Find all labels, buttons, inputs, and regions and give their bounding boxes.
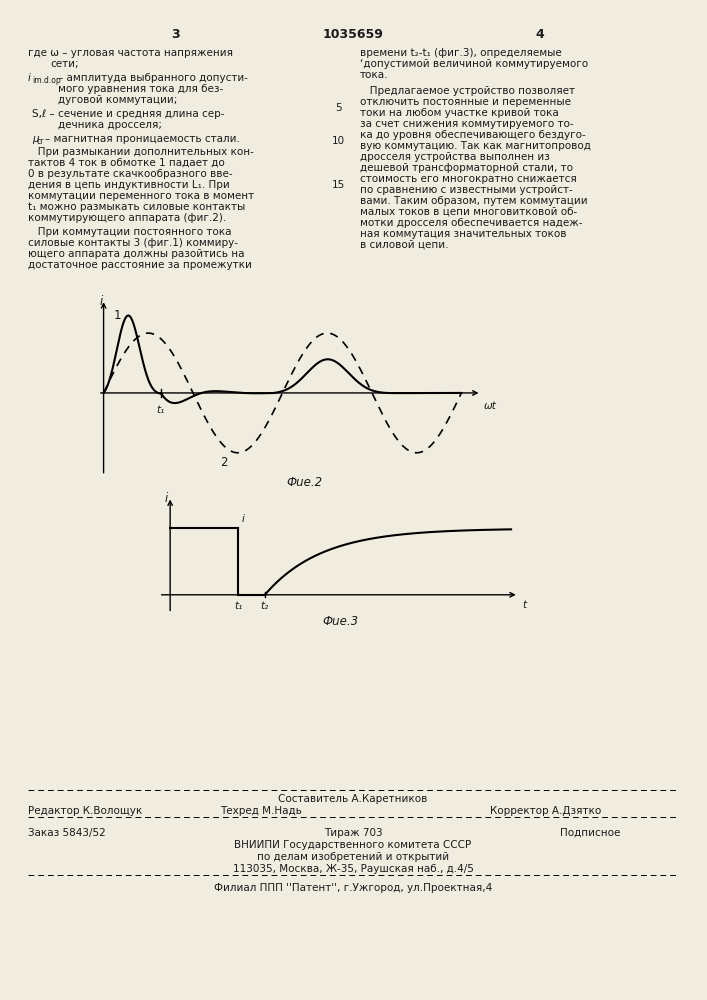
Text: Филиал ППП ''Патент'', г.Ужгород, ул.Проектная,4: Филиал ППП ''Патент'', г.Ужгород, ул.Про… [214,883,492,893]
Text: дуговой коммутации;: дуговой коммутации; [58,95,177,105]
Text: 10: 10 [332,136,344,146]
Text: токи на любом участке кривой тока: токи на любом участке кривой тока [360,108,559,118]
Text: im.d.op: im.d.op [32,76,61,85]
Text: i: i [99,295,103,308]
Text: S,ℓ – сечение и средняя длина сер-: S,ℓ – сечение и средняя длина сер- [32,109,225,119]
Text: t₁: t₁ [234,601,243,611]
Text: t: t [522,600,527,610]
Text: cr: cr [37,137,45,146]
Text: – амплитуда выбранного допусти-: – амплитуда выбранного допусти- [58,73,248,83]
Text: Корректор А.Дзятко: Корректор А.Дзятко [490,806,601,816]
Text: тока.: тока. [360,70,389,80]
Text: отключить постоянные и переменные: отключить постоянные и переменные [360,97,571,107]
Text: – магнитная проницаемость стали.: – магнитная проницаемость стали. [45,134,240,144]
Text: сети;: сети; [50,59,78,69]
Text: малых токов в цепи многовитковой об-: малых токов в цепи многовитковой об- [360,207,577,217]
Text: по сравнению с известными устройст-: по сравнению с известными устройст- [360,185,573,195]
Text: мого уравнения тока для без-: мого уравнения тока для без- [58,84,223,94]
Text: дения в цепь индуктивности L₁. При: дения в цепь индуктивности L₁. При [28,180,230,190]
Text: ВНИИПИ Государственного комитета СССР: ВНИИПИ Государственного комитета СССР [235,840,472,850]
Text: достаточное расстояние за промежутки: достаточное расстояние за промежутки [28,260,252,270]
Text: ная коммутация значительных токов: ная коммутация значительных токов [360,229,566,239]
Text: вую коммутацию. Так как магнитопровод: вую коммутацию. Так как магнитопровод [360,141,591,151]
Text: ‘допустимой величиной коммутируемого: ‘допустимой величиной коммутируемого [360,59,588,69]
Text: 5: 5 [334,103,341,113]
Text: 1: 1 [114,309,122,322]
Text: i: i [241,514,244,524]
Text: мотки дросселя обеспечивается надеж-: мотки дросселя обеспечивается надеж- [360,218,583,228]
Text: силовые контакты 3 (фиг.1) коммиру-: силовые контакты 3 (фиг.1) коммиру- [28,238,238,248]
Text: i: i [165,492,168,505]
Text: t₂: t₂ [261,601,269,611]
Text: Предлагаемое устройство позволяет: Предлагаемое устройство позволяет [360,86,575,96]
Text: i: i [28,73,31,83]
Text: тактов 4 ток в обмотке 1 падает до: тактов 4 ток в обмотке 1 падает до [28,158,225,168]
Text: Фue.2: Фue.2 [286,476,322,489]
Text: 2: 2 [220,456,228,469]
Text: t₁ можно размыкать силовые контакты: t₁ можно размыкать силовые контакты [28,202,245,212]
Text: за счет снижения коммутируемого то-: за счет снижения коммутируемого то- [360,119,573,129]
Text: дечника дросселя;: дечника дросселя; [58,120,162,130]
Text: стоимость его многократно снижается: стоимость его многократно снижается [360,174,577,184]
Text: При размыкании дополнительных кон-: При размыкании дополнительных кон- [28,147,254,157]
Text: Техред М.Надь: Техред М.Надь [220,806,302,816]
Text: времени t₂-t₁ (фиг.3), определяемые: времени t₂-t₁ (фиг.3), определяемые [360,48,562,58]
Text: вами. Таким образом, путем коммутации: вами. Таким образом, путем коммутации [360,196,588,206]
Text: Заказ 5843/52: Заказ 5843/52 [28,828,106,838]
Text: При коммутации постоянного тока: При коммутации постоянного тока [28,227,231,237]
Text: Фue.3: Фue.3 [322,615,358,628]
Text: 3: 3 [170,28,180,41]
Text: Составитель А.Каретников: Составитель А.Каретников [279,794,428,804]
Text: Тираж 703: Тираж 703 [324,828,382,838]
Text: 15: 15 [332,180,344,190]
Text: 0 в результате скачкообразного вве-: 0 в результате скачкообразного вве- [28,169,233,179]
Text: ка до уровня обеспечивающего бездуго-: ка до уровня обеспечивающего бездуго- [360,130,586,140]
Text: ωt: ωt [484,401,497,411]
Text: 1035659: 1035659 [322,28,383,41]
Text: Подписное: Подписное [560,828,620,838]
Text: где ω – угловая частота напряжения: где ω – угловая частота напряжения [28,48,233,58]
Text: дросселя устройства выполнен из: дросселя устройства выполнен из [360,152,550,162]
Text: μ: μ [32,134,39,144]
Text: Редактор К.Волощук: Редактор К.Волощук [28,806,142,816]
Text: коммутации переменного тока в момент: коммутации переменного тока в момент [28,191,254,201]
Text: коммутирующего аппарата (фиг.2).: коммутирующего аппарата (фиг.2). [28,213,226,223]
Text: ющего аппарата должны разойтись на: ющего аппарата должны разойтись на [28,249,245,259]
Text: 4: 4 [536,28,544,41]
Text: дешевой трансформаторной стали, то: дешевой трансформаторной стали, то [360,163,573,173]
Text: 113035, Москва, Ж-35, Раушская наб., д.4/5: 113035, Москва, Ж-35, Раушская наб., д.4… [233,864,474,874]
Text: в силовой цепи.: в силовой цепи. [360,240,448,250]
Text: t₁: t₁ [157,405,165,415]
Text: по делам изобретений и открытий: по делам изобретений и открытий [257,852,449,862]
